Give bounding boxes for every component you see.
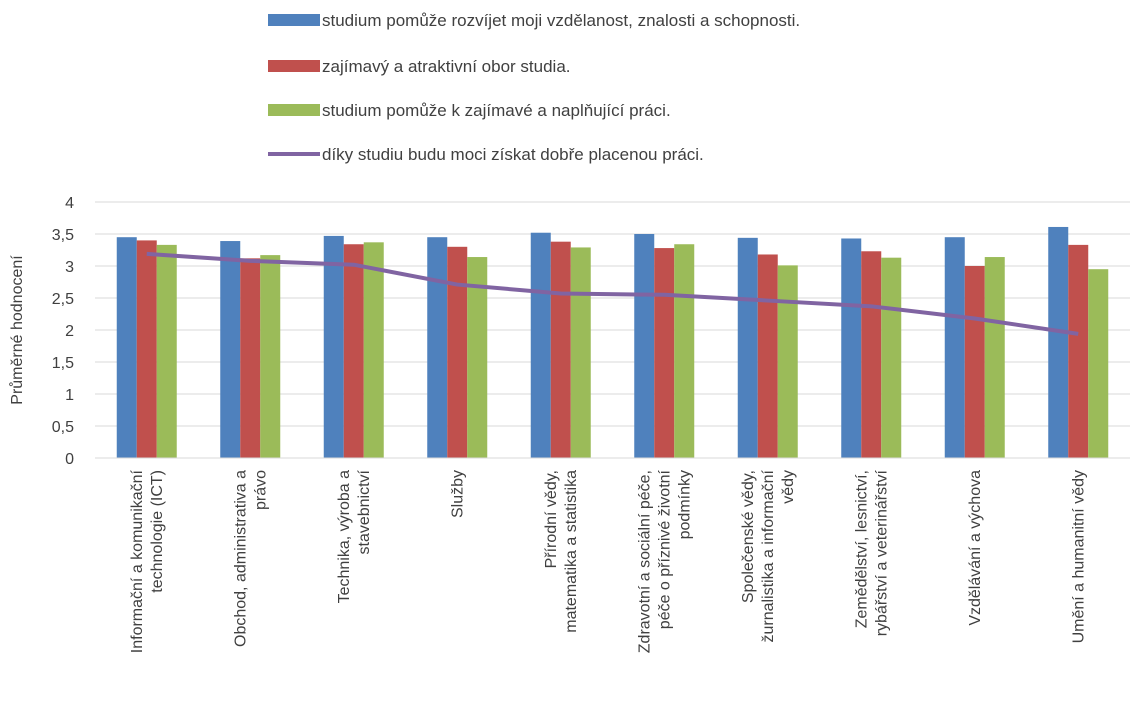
legend: studium pomůže rozvíjet moji vzdělanost,… bbox=[268, 11, 800, 164]
bar bbox=[777, 265, 798, 458]
bar bbox=[550, 241, 571, 458]
bar bbox=[737, 237, 758, 458]
bar bbox=[654, 248, 675, 458]
legend-label: studium pomůže rozvíjet moji vzdělanost,… bbox=[322, 11, 800, 30]
y-tick-label: 2 bbox=[65, 323, 74, 340]
category-label: Technika, výroba a stavebnictví bbox=[336, 469, 373, 603]
bar bbox=[343, 244, 364, 458]
y-tick-label: 1 bbox=[65, 387, 74, 404]
category-label-line: žurnalistika a informační bbox=[760, 469, 777, 642]
bar bbox=[220, 241, 241, 458]
category-label-line: Obchod, administrativa a bbox=[232, 470, 249, 647]
bar bbox=[427, 237, 448, 458]
bar bbox=[841, 238, 862, 458]
category-label: Služby bbox=[449, 470, 466, 518]
category-label-line: rybářství a veterinářství bbox=[873, 469, 890, 636]
y-tick-label: 1,5 bbox=[52, 355, 74, 372]
category-label: Společenské vědy, žurnalistika a informač… bbox=[740, 469, 797, 642]
bar bbox=[634, 234, 655, 458]
category-label-line: Vzdělávání a výchova bbox=[967, 470, 984, 626]
legend-label: zajímavý a atraktivní obor studia. bbox=[322, 57, 571, 76]
category-label-line: Společenské vědy, bbox=[740, 470, 757, 603]
bar bbox=[757, 254, 778, 458]
line-series bbox=[146, 251, 1079, 336]
category-label-line: Zemědělství, lesnictví, bbox=[853, 470, 870, 628]
category-label: Zemědělství, lesnictví, rybářství a veter… bbox=[853, 469, 890, 636]
category-label: Obchod, administrativa a právo bbox=[232, 470, 269, 647]
category-label: Přírodní vědy, matematika a statistika bbox=[543, 470, 580, 633]
category-label: Zdravotní a sociální péče, péče o přízniv… bbox=[636, 469, 693, 653]
bar bbox=[530, 232, 551, 458]
y-axis-title: Průměrné hodnocení bbox=[8, 255, 26, 405]
category-label-line: Informační a komunikační bbox=[129, 469, 146, 653]
bar bbox=[1088, 269, 1109, 458]
bar bbox=[260, 255, 281, 458]
category-label-line: Umění a humanitní vědy bbox=[1070, 470, 1087, 643]
bar bbox=[116, 237, 137, 458]
category-label-line: péče o příznivé životní bbox=[656, 469, 673, 629]
bar bbox=[861, 251, 882, 458]
bar bbox=[1068, 244, 1089, 458]
legend-swatch bbox=[268, 104, 320, 116]
bar bbox=[964, 266, 985, 458]
bar bbox=[363, 242, 384, 458]
y-tick-label: 3 bbox=[65, 259, 74, 276]
bar bbox=[1048, 226, 1069, 458]
category-label-line: vědy bbox=[780, 470, 797, 504]
category-label: Umění a humanitní vědy bbox=[1070, 470, 1087, 643]
bar bbox=[570, 247, 591, 458]
category-label-line: matematika a statistika bbox=[563, 470, 580, 633]
legend-label: studium pomůže k zajímavé a naplňující p… bbox=[322, 101, 671, 120]
category-label-line: technologie (ICT) bbox=[149, 470, 166, 593]
legend-swatch bbox=[268, 14, 320, 26]
legend-label: díky studiu budu moci získat dobře place… bbox=[322, 145, 704, 164]
category-label-line: Technika, výroba a bbox=[336, 470, 353, 604]
bar bbox=[674, 244, 695, 458]
y-tick-label: 2,5 bbox=[52, 291, 74, 308]
bar bbox=[467, 257, 488, 458]
bar bbox=[447, 246, 468, 458]
bar bbox=[136, 240, 157, 458]
category-label: Informační a komunikační technologie (ICT… bbox=[129, 469, 166, 653]
category-label-line: stavebnictví bbox=[356, 469, 373, 554]
category-label: Vzdělávání a výchova bbox=[967, 470, 984, 626]
bar bbox=[881, 257, 902, 458]
y-tick-label: 4 bbox=[65, 195, 74, 212]
category-label-line: Zdravotní a sociální péče, bbox=[636, 470, 653, 653]
category-label-line: právo bbox=[252, 470, 269, 510]
bars bbox=[116, 226, 1109, 458]
legend-swatch bbox=[268, 60, 320, 72]
category-label-line: Služby bbox=[449, 470, 466, 518]
bar bbox=[240, 258, 261, 458]
x-axis-categories: Informační a komunikační technologie (ICT… bbox=[129, 469, 1088, 653]
bar bbox=[984, 257, 1005, 458]
y-axis-ticks: 0 0,5 1 1,5 2 2,5 3 3,5 4 bbox=[52, 195, 74, 468]
bar bbox=[944, 237, 965, 458]
y-tick-label: 3,5 bbox=[52, 227, 74, 244]
category-label-line: podmínky bbox=[676, 470, 693, 539]
category-label-line: Přírodní vědy, bbox=[543, 470, 560, 568]
y-tick-label: 0 bbox=[65, 451, 74, 468]
line-series-path bbox=[146, 251, 1079, 336]
bar bbox=[323, 235, 344, 458]
bar bbox=[156, 244, 177, 458]
y-tick-label: 0,5 bbox=[52, 419, 74, 436]
